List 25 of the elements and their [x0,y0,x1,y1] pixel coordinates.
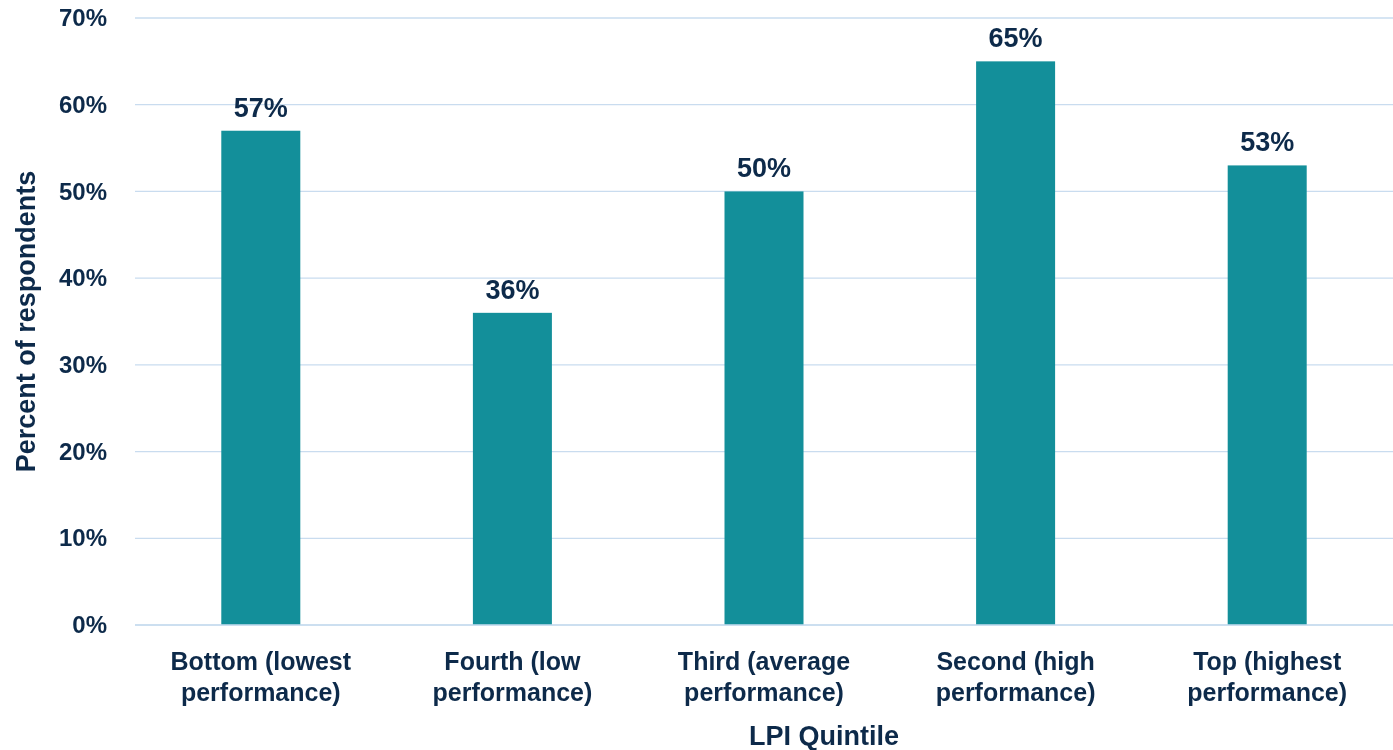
bar [1227,165,1307,625]
x-tick-label: Top (highest performance) [1187,647,1348,706]
bar [472,312,552,625]
bar [221,130,301,625]
data-label: 65% [988,23,1043,54]
x-tick-label: Fourth (low performance) [432,647,593,706]
y-tick-label: 10% [58,524,107,552]
x-tick-label: Third (average performance) [677,647,851,706]
x-tick-label: Bottom (lowest performance) [170,647,352,706]
y-tick-label: 50% [58,177,107,205]
data-label: 36% [485,274,540,305]
data-label: 53% [1240,127,1295,158]
y-tick-label: 0% [72,611,107,639]
bar [976,61,1056,625]
data-label: 57% [233,92,288,123]
bar [724,191,804,625]
y-tick-label: 60% [58,90,107,118]
y-tick-label: 40% [58,264,107,292]
x-axis-title: LPI Quintile [748,721,900,750]
y-tick-label: 30% [58,351,107,379]
data-label: 50% [736,153,792,184]
x-tick-label: Second (high performance) [935,647,1096,706]
y-tick-label: 70% [58,4,107,32]
y-tick-label: 20% [58,437,107,465]
y-axis-title: Percent of respondents [11,170,41,473]
